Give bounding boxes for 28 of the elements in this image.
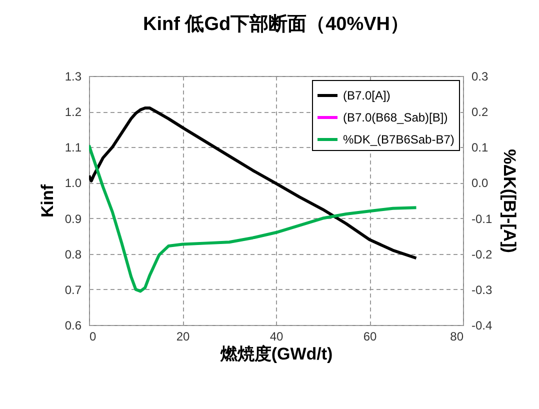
x-tick-label: 20 (176, 330, 190, 344)
y2-tick-label: -0.2 (472, 247, 493, 262)
y2-axis-title: %ΔK([B]-[A]) (500, 149, 520, 253)
y2-tick-label: -0.1 (472, 212, 493, 226)
x-tick-label: 80 (450, 330, 464, 344)
y-tick-label: 1.0 (64, 176, 82, 190)
y-tick-label: 1.1 (64, 140, 82, 155)
y2-tick-label: 0.2 (472, 105, 489, 120)
y-tick-label: 0.7 (64, 282, 82, 297)
y2-tick-label: -0.4 (472, 318, 493, 332)
legend-label: (B7.0(B68_Sab)[B]) (343, 110, 448, 124)
y2-tick-label: 0.1 (472, 140, 489, 155)
legend-label: (B7.0[A]) (343, 88, 390, 102)
y2-tick-label: 0.3 (472, 70, 489, 84)
chart-title: Kinf 低Gd下部断面（40%VH） (142, 13, 410, 35)
y-tick-label: 0.8 (64, 247, 82, 262)
y-tick-label: 1.2 (64, 105, 82, 120)
y-tick-label: 0.6 (64, 318, 82, 332)
x-axis-title: 燃焼度(GWd/t) (219, 344, 333, 364)
y-tick-label: 1.3 (64, 70, 82, 84)
x-tick-label: 0 (90, 330, 96, 344)
y-axis-title: Kinf (38, 184, 57, 218)
legend-label: %DK_(B7B6Sab-B7) (343, 132, 454, 146)
x-tick-label: 60 (363, 330, 377, 344)
y2-tick-label: 0.0 (472, 176, 489, 190)
x-tick-label: 40 (270, 330, 284, 344)
y-tick-label: 0.9 (64, 212, 82, 226)
y2-tick-label: -0.3 (472, 282, 493, 297)
